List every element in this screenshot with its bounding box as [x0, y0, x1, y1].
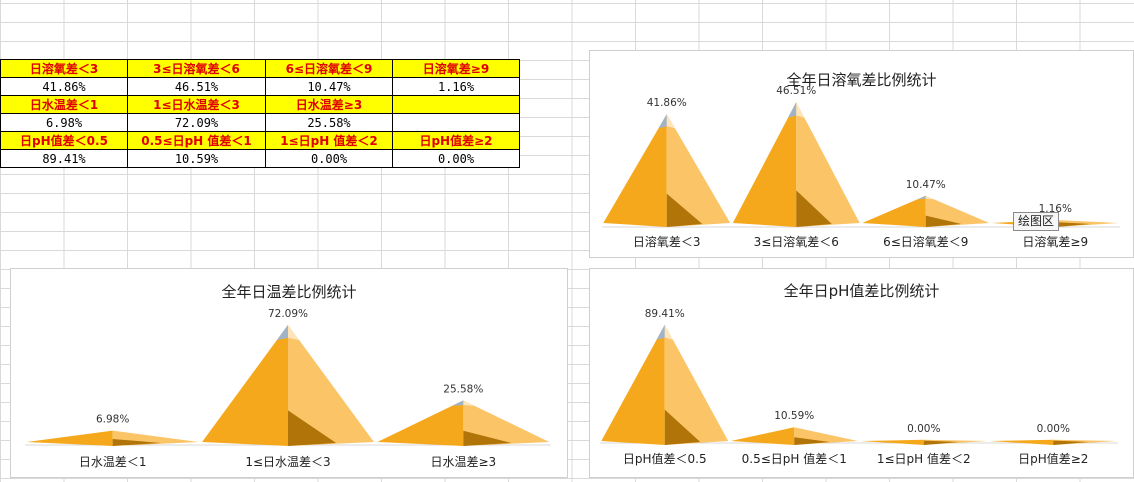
table-cell[interactable]: 46.51% — [127, 77, 266, 96]
table-cell[interactable]: 1≤日pH 值差＜2 — [265, 131, 393, 150]
table-cell[interactable]: 日溶氧差≥9 — [392, 59, 520, 78]
table-cell[interactable]: 10.59% — [127, 149, 266, 168]
table-cell[interactable]: 89.41% — [0, 149, 128, 168]
table-cell[interactable]: 6.98% — [0, 113, 128, 132]
category-label: 1≤日水温差＜3 — [245, 455, 330, 469]
chart-water-temperature[interactable]: 全年日温差比例统计 6.98% 日水温差＜1 72.09% 1≤日水温差＜3 25.58%… — [10, 268, 568, 478]
chart-ph-svg: 全年日pH值差比例统计 89.41% 日pH值差＜0.5 10.59% 0.5≤日pH … — [600, 282, 1118, 466]
table-cell[interactable]: 日水温差≥3 — [265, 95, 393, 114]
summary-table: 日溶氧差＜3 3≤日溶氧差＜6 6≤日溶氧差＜9 日溶氧差≥9 41.86% 46.51%… — [0, 59, 520, 168]
data-label: 10.47% — [906, 179, 946, 191]
data-label: 72.09% — [268, 308, 308, 320]
data-label: 10.59% — [774, 410, 814, 422]
table-cell[interactable]: 0.00% — [392, 149, 520, 168]
table-cell[interactable]: 3≤日溶氧差＜6 — [127, 59, 266, 78]
table-cell[interactable]: 10.47% — [265, 77, 393, 96]
data-label: 46.51% — [776, 85, 816, 97]
table-cell[interactable]: 日pH值差≥2 — [392, 131, 520, 150]
category-label: 日水温差＜1 — [79, 455, 147, 469]
data-label: 25.58% — [443, 383, 483, 395]
pyramid-bar[interactable] — [730, 427, 858, 445]
category-label: 日水温差≥3 — [430, 455, 496, 469]
chart-dissolved-oxygen-svg: 全年日溶氧差比例统计 41.86% 日溶氧差＜3 46.51% 3≤日溶氧差＜6 10.4… — [602, 71, 1120, 249]
table-header-row: 日pH值差＜0.5 0.5≤日pH 值差＜1 1≤日pH 值差＜2 日pH值差≥2 — [0, 131, 520, 150]
table-cell[interactable]: 25.58% — [265, 113, 393, 132]
table-cell[interactable]: 日pH值差＜0.5 — [0, 131, 128, 150]
data-label: 1.16% — [1039, 203, 1072, 215]
table-value-row: 41.86% 46.51% 10.47% 1.16% — [0, 77, 520, 96]
chart-ph[interactable]: 全年日pH值差比例统计 89.41% 日pH值差＜0.5 10.59% 0.5≤日pH … — [589, 268, 1134, 478]
table-cell[interactable]: 日溶氧差＜3 — [0, 59, 128, 78]
table-cell[interactable]: 41.86% — [0, 77, 128, 96]
plot-area-tooltip: 绘图区 — [1013, 212, 1059, 231]
chart-title: 全年日溶氧差比例统计 — [786, 71, 936, 89]
pyramid-bar[interactable] — [989, 439, 1117, 445]
pyramid-bar[interactable] — [732, 102, 860, 227]
category-label: 日溶氧差＜3 — [633, 234, 701, 249]
pyramid-bar[interactable] — [862, 195, 990, 227]
pyramid-bar[interactable] — [377, 400, 550, 446]
data-label: 0.00% — [907, 423, 940, 435]
pyramid-bar[interactable] — [26, 430, 199, 446]
category-label: 3≤日溶氧差＜6 — [754, 234, 839, 249]
chart-water-temperature-svg: 全年日温差比例统计 6.98% 日水温差＜1 72.09% 1≤日水温差＜3 25.58%… — [25, 283, 551, 469]
table-value-row: 89.41% 10.59% 0.00% 0.00% — [0, 149, 520, 168]
data-label: 89.41% — [645, 308, 685, 320]
category-label: 日pH值差＜0.5 — [623, 451, 707, 466]
table-value-row: 6.98% 72.09% 25.58% — [0, 113, 520, 132]
chart-title: 全年日pH值差比例统计 — [784, 282, 940, 300]
category-label: 1≤日pH 值差＜2 — [877, 451, 971, 466]
table-header-row: 日水温差＜1 1≤日水温差＜3 日水温差≥3 — [0, 95, 520, 114]
table-cell[interactable] — [392, 113, 520, 132]
category-label: 日pH值差≥2 — [1018, 451, 1088, 466]
table-header-row: 日溶氧差＜3 3≤日溶氧差＜6 6≤日溶氧差＜9 日溶氧差≥9 — [0, 59, 520, 78]
table-cell[interactable]: 72.09% — [127, 113, 266, 132]
pyramid-bar[interactable] — [601, 324, 729, 445]
pyramid-bar[interactable] — [860, 439, 988, 445]
category-label: 0.5≤日pH 值差＜1 — [742, 451, 847, 466]
chart-dissolved-oxygen[interactable]: 全年日溶氧差比例统计 41.86% 日溶氧差＜3 46.51% 3≤日溶氧差＜6 10.4… — [589, 50, 1134, 258]
category-label: 日溶氧差≥9 — [1022, 234, 1088, 249]
table-cell[interactable]: 0.00% — [265, 149, 393, 168]
pyramid-bar[interactable] — [603, 114, 731, 227]
pyramid-bar[interactable] — [202, 324, 374, 446]
table-cell[interactable]: 6≤日溶氧差＜9 — [265, 59, 393, 78]
data-label: 0.00% — [1037, 423, 1070, 435]
table-cell[interactable]: 1≤日水温差＜3 — [127, 95, 266, 114]
data-label: 6.98% — [96, 414, 129, 426]
chart-title: 全年日温差比例统计 — [221, 283, 356, 301]
table-cell[interactable] — [392, 95, 520, 114]
category-label: 6≤日溶氧差＜9 — [883, 234, 968, 249]
table-cell[interactable]: 0.5≤日pH 值差＜1 — [127, 131, 266, 150]
table-cell[interactable]: 日水温差＜1 — [0, 95, 128, 114]
table-cell[interactable]: 1.16% — [392, 77, 520, 96]
data-label: 41.86% — [647, 97, 687, 109]
